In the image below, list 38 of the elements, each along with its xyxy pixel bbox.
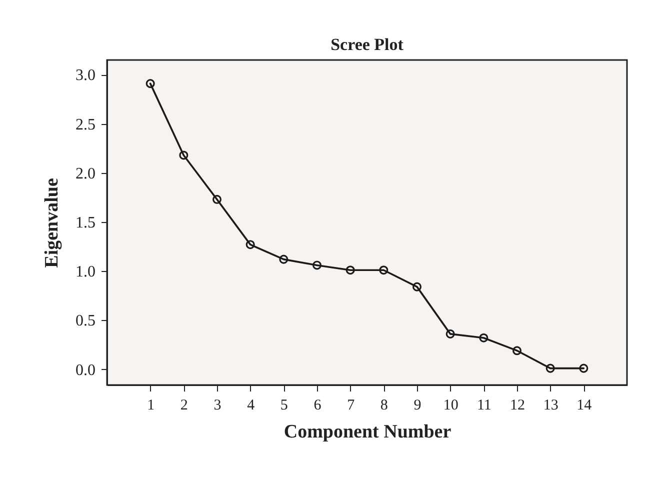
y-tick-label: 2.5 bbox=[76, 116, 96, 134]
point bbox=[146, 79, 155, 88]
point bbox=[446, 329, 455, 338]
x-tick-label: 5 bbox=[280, 398, 288, 414]
y-tick-label: 1.0 bbox=[76, 264, 96, 281]
x-tick-label: 13 bbox=[543, 398, 558, 414]
y-tick-label: 0.5 bbox=[76, 312, 96, 330]
x-tick-label: 6 bbox=[314, 398, 322, 414]
point bbox=[579, 364, 588, 373]
point bbox=[279, 254, 288, 264]
x-tick-label: 1 bbox=[147, 398, 155, 414]
x-tick-label: 14 bbox=[576, 398, 592, 414]
point bbox=[412, 282, 422, 292]
y-tick-label: 0.0 bbox=[76, 362, 96, 379]
y-tick-label: 1.5 bbox=[76, 214, 96, 232]
chart-title: Scree Plot bbox=[330, 35, 404, 54]
point bbox=[479, 333, 488, 342]
x-tick-label: 11 bbox=[476, 398, 492, 414]
x-tick-label: 7 bbox=[347, 398, 356, 414]
point bbox=[379, 266, 388, 275]
point bbox=[312, 260, 322, 270]
x-tick-label: 12 bbox=[510, 398, 525, 414]
point bbox=[512, 346, 522, 356]
x-tick-label: 10 bbox=[443, 398, 458, 414]
x-tick-label: 8 bbox=[380, 398, 388, 414]
point bbox=[346, 266, 355, 275]
x-tick-label: 3 bbox=[214, 398, 222, 414]
y-axis-title: Eigenvalue bbox=[42, 178, 62, 268]
y-tick-label: 3.0 bbox=[76, 67, 96, 84]
y-tick-label: 2.0 bbox=[76, 165, 96, 182]
point bbox=[179, 150, 188, 160]
point bbox=[246, 240, 255, 250]
x-axis-title: Component Number bbox=[284, 422, 452, 442]
point bbox=[546, 364, 555, 373]
x-tick-label: 2 bbox=[180, 398, 188, 414]
x-tick-label: 9 bbox=[414, 398, 422, 414]
x-tick-label: 4 bbox=[247, 398, 256, 414]
point bbox=[212, 194, 222, 204]
